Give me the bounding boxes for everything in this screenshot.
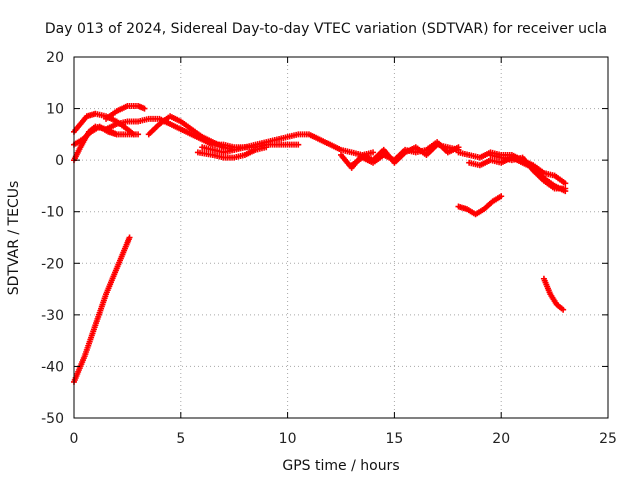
grid [74,57,608,418]
x-axis-label: GPS time / hours [282,458,399,474]
series-arc-15 [455,193,505,218]
x-axis-ticks: 0 5 10 15 20 25 [70,57,617,447]
x-tick-label: 5 [176,431,185,447]
series-arc-11 [348,139,462,169]
series-arc-4 [103,102,148,122]
data-point [370,149,377,156]
plot-frame [73,56,609,419]
data-point [295,141,302,148]
x-tick-label: 0 [70,431,79,447]
x-tick-label: 25 [599,431,617,447]
data-point [126,234,133,241]
data-series [71,102,569,385]
y-tick-label: -10 [41,205,64,221]
data-point [141,105,148,112]
y-axis-label: SDTVAR / TECUs [6,181,22,296]
data-point [560,306,567,313]
data-point [498,193,505,200]
x-tick-label: 10 [279,431,297,447]
data-point [562,180,569,187]
y-tick-label: 0 [55,153,64,169]
x-tick-label: 15 [385,431,403,447]
y-axis-ticks: -50 -40 -30 -20 -10 0 10 20 [41,50,608,427]
series-arc-5 [71,234,133,385]
chart-title: Day 013 of 2024, Sidereal Day-to-day VTE… [45,21,607,37]
series-arc-9 [199,144,248,156]
data-point [562,185,569,192]
series-arc-16 [540,275,567,313]
series-arc-8 [194,144,270,161]
data-point [455,144,462,151]
y-tick-label: -20 [41,256,64,272]
series-arc-6 [103,115,377,158]
y-tick-label: 10 [46,102,64,118]
y-tick-label: -30 [41,308,64,324]
y-tick-label: -40 [41,359,64,375]
data-point [113,131,120,138]
x-tick-label: 20 [492,431,510,447]
data-point [135,131,142,138]
series-arc-7 [145,113,302,153]
series-arc-14 [487,151,569,192]
series-arc-1 [71,110,137,138]
y-tick-label: -50 [41,411,64,427]
y-tick-label: 20 [46,50,64,66]
data-point [241,144,248,151]
data-point [263,144,270,151]
